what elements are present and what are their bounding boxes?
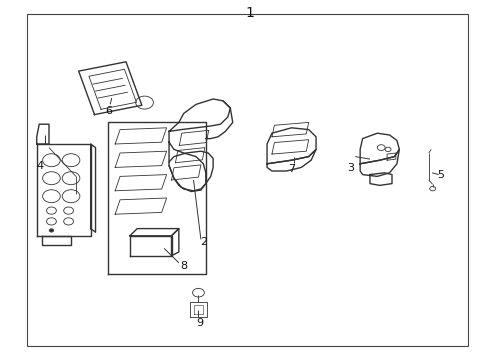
Text: 3: 3 xyxy=(347,163,354,173)
Text: 9: 9 xyxy=(196,318,203,328)
Text: 2: 2 xyxy=(200,237,207,247)
Text: 5: 5 xyxy=(438,170,444,180)
Text: 4: 4 xyxy=(37,161,44,171)
Text: 6: 6 xyxy=(105,106,112,116)
Text: 8: 8 xyxy=(180,261,187,271)
Circle shape xyxy=(49,229,54,232)
Text: 7: 7 xyxy=(289,164,295,174)
Text: 1: 1 xyxy=(245,6,254,19)
